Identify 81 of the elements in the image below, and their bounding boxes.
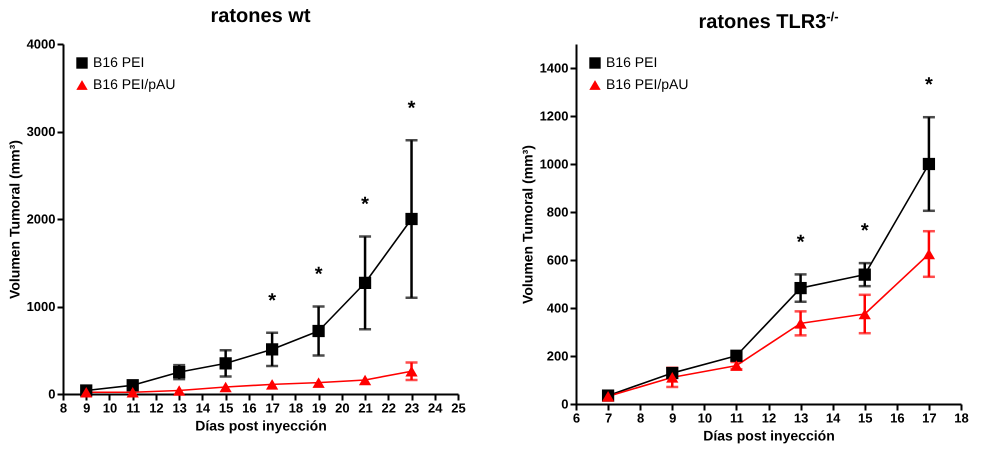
legend-label: B16 PEI/pAU [93, 76, 176, 92]
y-tick-label: 200 [546, 348, 568, 364]
x-tick-label: 19 [312, 400, 326, 416]
point [126, 379, 139, 392]
point [80, 386, 92, 398]
point [173, 385, 186, 396]
y-tick-label: 3000 [26, 124, 56, 139]
point [312, 324, 325, 338]
x-tick-label: 18 [288, 400, 304, 416]
legend-label: B16 PEI/pAU [606, 76, 688, 92]
x-tick-label: 10 [102, 400, 118, 416]
legend-label: B16 PEI [606, 54, 658, 70]
x-tick-label: 24 [428, 400, 444, 416]
legend-label: B16 PEI [93, 54, 144, 70]
x-tick-label: 9 [669, 410, 676, 426]
annotation: * [314, 264, 323, 286]
y-axis-title: Volumen Tumoral (mm³) [6, 140, 23, 299]
x-tick-label: 15 [858, 410, 872, 426]
point [794, 282, 807, 294]
x-tick-label: 17 [922, 410, 937, 426]
x-tick-label: 13 [794, 410, 808, 426]
x-axis-title: Días post inyección [195, 418, 327, 434]
y-tick-label: 400 [546, 300, 568, 316]
chart-title: ratones wt [210, 5, 311, 27]
x-tick-label: 13 [172, 400, 187, 416]
x-tick-label: 22 [382, 400, 396, 416]
x-tick-label: 11 [126, 400, 140, 416]
x-tick-label: 23 [404, 400, 420, 416]
x-tick-label: 12 [762, 410, 776, 426]
y-tick-label: 800 [546, 204, 568, 220]
point [266, 379, 278, 390]
x-tick-label: 21 [358, 400, 373, 416]
point [173, 366, 186, 378]
annotation: * [408, 97, 416, 120]
chart-title: ratones TLR3$^{-/-}$ [698, 8, 839, 33]
x-tick-label: 12 [149, 400, 164, 416]
x-tick-label: 16 [890, 410, 905, 426]
point [358, 276, 372, 289]
x-tick-label: 25 [451, 400, 466, 416]
y-tick-label: 1000 [26, 299, 56, 314]
annotation: * [925, 74, 934, 96]
point [220, 382, 232, 392]
point [126, 386, 139, 398]
x-tick-label: 18 [954, 410, 969, 426]
x-tick-label: 7 [604, 410, 612, 426]
x-tick-label: 8 [60, 400, 68, 416]
y-tick-label: 1000 [540, 156, 568, 172]
point [858, 268, 871, 281]
point [266, 343, 278, 356]
point [358, 374, 372, 386]
x-tick-label: 20 [335, 400, 350, 416]
annotation: * [268, 290, 276, 312]
y-tick-label: 600 [546, 252, 568, 268]
point [666, 372, 678, 383]
point [922, 158, 936, 170]
point [312, 377, 325, 388]
point [794, 318, 807, 329]
y-tick-label: 1400 [540, 60, 568, 76]
x-tick-label: 15 [218, 400, 234, 416]
x-tick-label: 17 [265, 400, 280, 416]
y-tick-label: 2000 [26, 212, 56, 226]
x-tick-label: 14 [196, 400, 211, 416]
annotation: * [796, 231, 805, 254]
x-axis-title: Días post inyección [703, 428, 835, 444]
x-tick-label: 16 [242, 400, 257, 416]
point [220, 357, 232, 370]
x-tick-label: 11 [730, 410, 744, 426]
point [405, 212, 418, 226]
x-tick-label: 8 [637, 410, 644, 426]
y-tick-label: 0 [48, 386, 56, 402]
x-tick-label: 14 [826, 410, 842, 426]
y-tick-label: 1200 [540, 108, 568, 124]
x-tick-label: 6 [572, 410, 580, 426]
annotation: * [361, 194, 370, 216]
point [730, 350, 743, 362]
y-axis-title: Volumen Tumoral (mm³) [520, 145, 536, 304]
y-tick-label: 4000 [26, 36, 56, 52]
x-tick-label: 9 [83, 400, 90, 416]
x-tick-label: 10 [698, 410, 712, 426]
annotation: * [860, 220, 869, 242]
y-tick-label: 0 [561, 396, 568, 412]
